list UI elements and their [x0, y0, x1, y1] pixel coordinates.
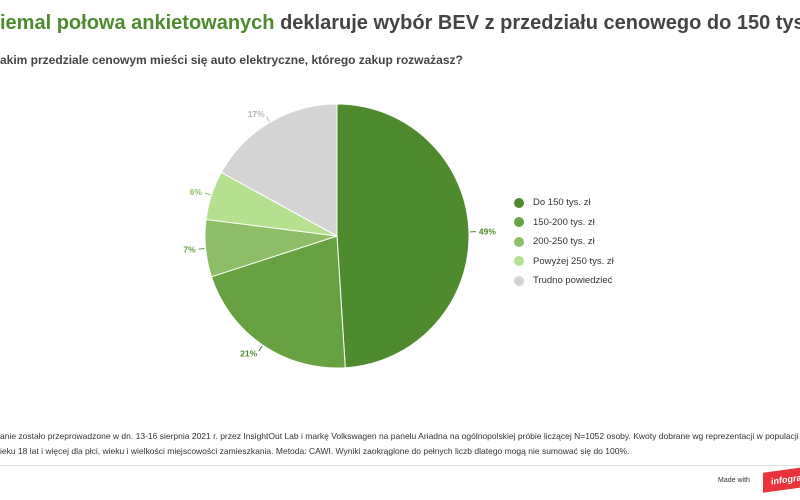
methodology-line: ieku 18 lat i więcej dla płci, wieku i w… [0, 446, 630, 456]
legend-label: Powyżej 250 tys. zł [533, 255, 614, 267]
label-leader-line [265, 116, 270, 122]
pie-slice-150-200[interactable] [210, 235, 346, 369]
legend-label: 150-200 tys. zł [533, 216, 595, 228]
legend-item[interactable]: 200-250 tys. zł [514, 232, 614, 252]
legend-item[interactable]: Powyżej 250 tys. zł [514, 252, 614, 272]
legend-swatch-icon [514, 197, 524, 208]
methodology-note: anie zostało przeprowadzone w dn. 13-16 … [0, 429, 800, 459]
legend-swatch-icon [514, 256, 524, 267]
legend-label: Do 150 tys. zł [533, 197, 591, 209]
slice-percent-label: 21% [240, 348, 257, 358]
footer-divider [0, 465, 800, 466]
slice-percent-label: 17% [248, 109, 265, 119]
legend-item[interactable]: Do 150 tys. zł [514, 193, 614, 213]
label-leader-line [198, 248, 205, 250]
title-rest: deklaruje wybór BEV z przedziału cenoweg… [274, 12, 800, 34]
legend-item[interactable]: Trudno powiedzieć [514, 271, 614, 291]
chart-question: akim przedziale cenowym mieści się auto … [0, 53, 463, 67]
slice-percent-label: 7% [183, 244, 196, 254]
chart-title: iemal połowa ankietowanych deklaruje wyb… [0, 10, 800, 36]
pie-slice-do-150[interactable] [336, 103, 470, 369]
legend-swatch-icon [514, 217, 524, 228]
methodology-line: anie zostało przeprowadzone w dn. 13-16 … [0, 431, 800, 441]
legend-label: Trudno powiedzieć [533, 275, 613, 287]
label-leader-line [204, 192, 211, 196]
label-leader-line [258, 345, 263, 352]
legend-swatch-icon [514, 236, 524, 247]
legend-label: 200-250 tys. zł [533, 236, 595, 248]
legend-swatch-icon [514, 275, 524, 286]
title-highlight: iemal połowa ankietowanych [0, 12, 275, 34]
pie-slice-trudno-powiedziec[interactable] [220, 103, 338, 237]
slice-percent-label: 6% [190, 187, 203, 197]
legend: Do 150 tys. zł 150-200 tys. zł 200-250 t… [514, 193, 614, 291]
slice-percent-label: 49% [479, 227, 496, 237]
legend-item[interactable]: 150-200 tys. zł [514, 213, 614, 233]
made-with-text: Made with [718, 477, 750, 484]
